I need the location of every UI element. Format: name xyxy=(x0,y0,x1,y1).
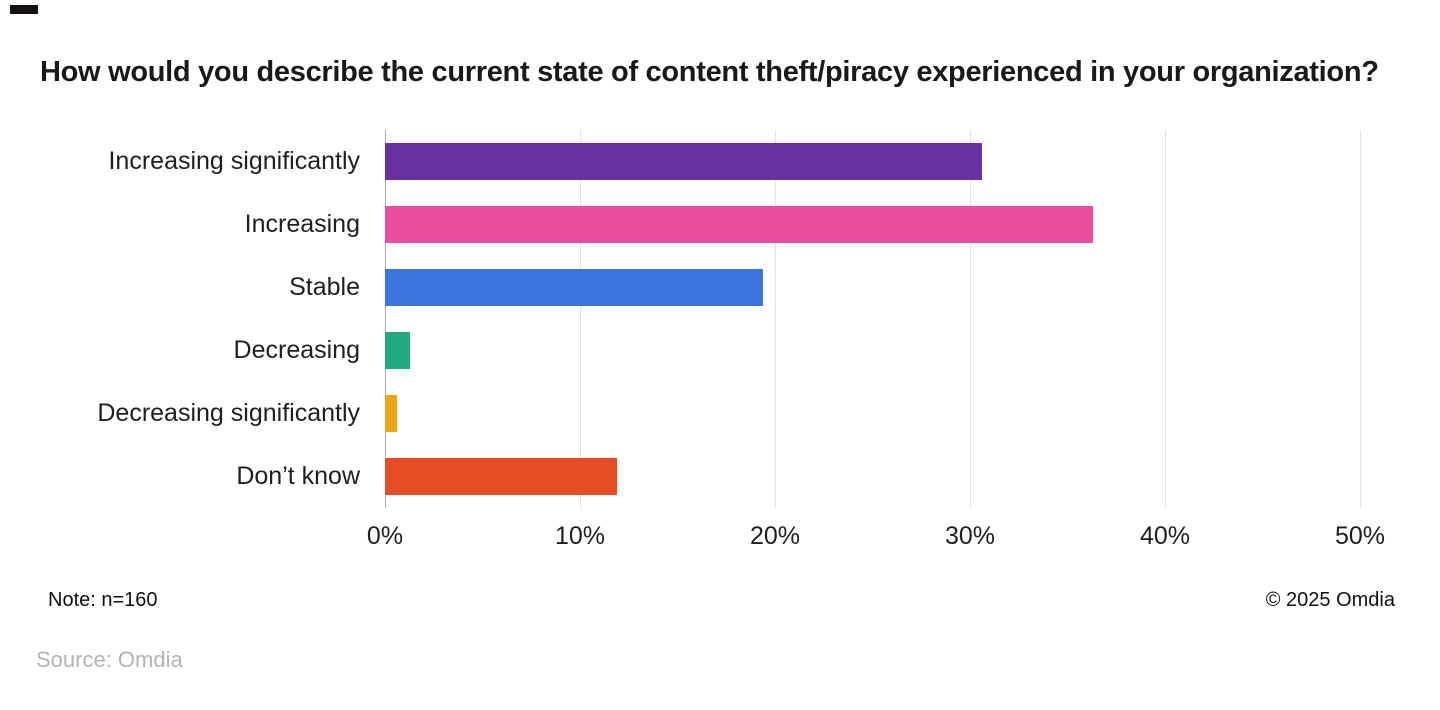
bar-track xyxy=(385,143,1360,180)
bar-stable xyxy=(385,269,764,306)
x-tick-label: 0% xyxy=(366,522,404,550)
category-label: Increasing xyxy=(244,210,360,238)
bar-increasing-significantly xyxy=(385,143,982,180)
x-tick-label: 10% xyxy=(554,522,606,550)
category-label: Don’t know xyxy=(236,462,360,490)
bar-don-t-know xyxy=(385,458,618,495)
x-tick-label: 50% xyxy=(1334,522,1386,550)
corner-mark xyxy=(10,5,38,14)
note-text: Note: n=160 xyxy=(48,589,158,611)
bar-row: Decreasing xyxy=(0,319,1360,382)
bar-track xyxy=(385,395,1360,432)
x-tick-label: 40% xyxy=(1139,522,1191,550)
bar-row: Don’t know xyxy=(0,445,1360,508)
gridline xyxy=(1165,130,1166,508)
gridline xyxy=(1360,130,1361,508)
bar-row: Increasing xyxy=(0,193,1360,256)
bar-track xyxy=(385,206,1360,243)
category-label: Decreasing significantly xyxy=(97,399,360,427)
bar-row: Stable xyxy=(0,256,1360,319)
chart-title: How would you describe the current state… xyxy=(40,56,1379,89)
bar-decreasing-significantly xyxy=(385,395,397,432)
gridline xyxy=(775,130,776,508)
category-label: Stable xyxy=(289,273,360,301)
source-text: Source: Omdia xyxy=(36,647,183,672)
category-label: Increasing significantly xyxy=(108,147,360,175)
copyright-text: © 2025 Omdia xyxy=(1265,589,1395,611)
x-axis: 0% 10% 20% 30% 40% 50% xyxy=(367,522,1385,564)
bar-row: Decreasing significantly xyxy=(0,382,1360,445)
x-tick-label: 20% xyxy=(749,522,801,550)
y-axis-line xyxy=(385,130,386,508)
bar-increasing xyxy=(385,206,1093,243)
bar-rows: Increasing significantly Increasing Stable… xyxy=(0,130,1360,508)
category-label: Decreasing xyxy=(233,336,360,364)
bar-track xyxy=(385,332,1360,369)
gridline xyxy=(580,130,581,508)
bar-chart: Increasing significantly Increasing Stable… xyxy=(0,130,1385,564)
gridline xyxy=(970,130,971,508)
bar-row: Increasing significantly xyxy=(0,130,1360,193)
gridlines xyxy=(385,130,1361,508)
footnote-row: Note: n=160 © 2025 Omdia xyxy=(48,589,1395,612)
bar-track xyxy=(385,458,1360,495)
x-tick-label: 30% xyxy=(944,522,996,550)
bar-track xyxy=(385,269,1360,306)
bar-decreasing xyxy=(385,332,411,369)
